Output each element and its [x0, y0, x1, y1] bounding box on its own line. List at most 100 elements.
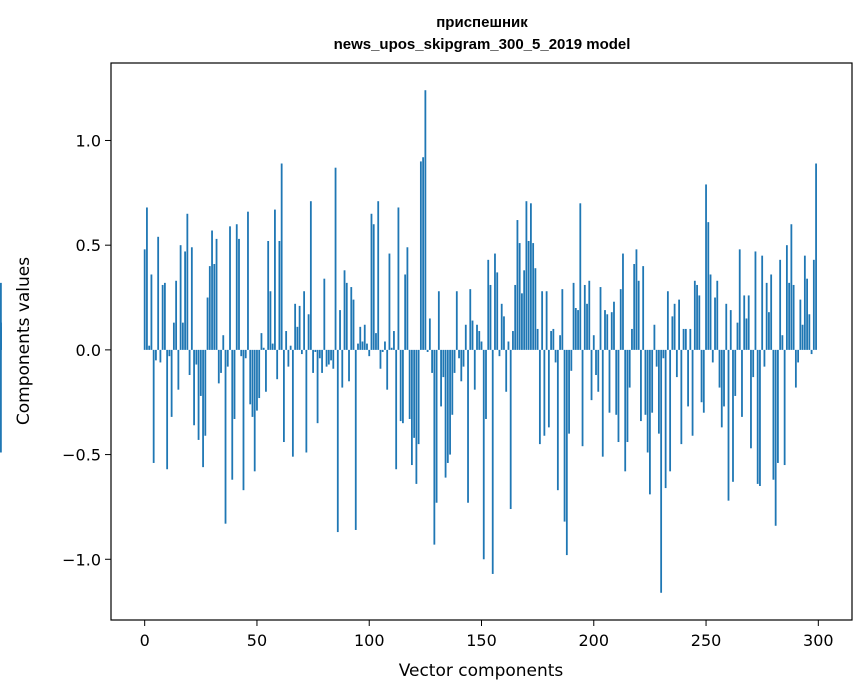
bar-120 [413, 349, 416, 438]
bar-63 [285, 331, 288, 350]
bar-69 [298, 305, 301, 350]
bar-298 [812, 259, 815, 350]
bar-94 [354, 349, 357, 530]
bar-265 [738, 249, 741, 350]
bar-145 [469, 289, 472, 350]
bar-121 [415, 349, 418, 484]
bar-153 [487, 259, 490, 350]
bar-146 [471, 320, 474, 350]
bar-280 [772, 349, 775, 480]
bar-undefined [0, 282, 2, 350]
bar-47 [249, 349, 252, 405]
bar-122 [417, 349, 420, 445]
bar-71 [303, 291, 306, 350]
bar-288 [790, 224, 793, 350]
bar-217 [631, 328, 633, 350]
bar-55 [267, 240, 270, 350]
bar-269 [747, 295, 750, 350]
bar-series [0, 90, 817, 593]
bar-152 [485, 349, 487, 419]
bar-93 [352, 299, 355, 350]
bar-296 [808, 314, 811, 350]
bar-158 [498, 349, 501, 357]
bar-41 [235, 224, 238, 350]
bar-174 [534, 268, 537, 350]
bar-207 [608, 349, 611, 413]
bar-undefined [0, 322, 2, 350]
bar-44 [242, 349, 245, 491]
bar-160 [503, 316, 505, 350]
bar-258 [723, 349, 725, 407]
bar-223 [644, 349, 647, 415]
bar-35 [222, 335, 225, 350]
bar-7 [159, 349, 162, 363]
bar-250 [705, 184, 707, 350]
bar-247 [698, 295, 701, 350]
bar-215 [626, 349, 629, 443]
bar-14 [175, 280, 178, 350]
bar-178 [543, 349, 546, 436]
bar-277 [765, 282, 768, 350]
bar-256 [718, 349, 721, 388]
bar-222 [642, 266, 645, 350]
bar-209 [613, 301, 615, 350]
y-tick-label: 1.0 [76, 131, 101, 150]
bar-156 [494, 253, 496, 350]
bar-259 [725, 303, 728, 350]
bar-10 [166, 349, 169, 470]
bar-140 [458, 349, 460, 359]
y-tick-label: −1.0 [62, 550, 101, 569]
bar-96 [359, 326, 362, 350]
bar-56 [269, 291, 272, 350]
bar-98 [363, 324, 366, 350]
bar-159 [500, 303, 503, 350]
bar-95 [357, 343, 359, 350]
bar-131 [437, 291, 440, 350]
bar-262 [732, 349, 734, 482]
bar-39 [231, 349, 234, 480]
bar-91 [348, 349, 350, 382]
bar-30 [211, 230, 213, 350]
bar-284 [781, 335, 784, 350]
bar-59 [276, 349, 279, 380]
bar-204 [601, 349, 604, 457]
bar-110 [390, 347, 393, 350]
bar-48 [251, 349, 254, 417]
x-tick-label: 0 [140, 631, 150, 650]
bar-173 [532, 243, 535, 350]
bar-211 [617, 349, 620, 443]
bar-195 [581, 349, 584, 447]
bar-113 [397, 207, 400, 350]
bar-199 [590, 349, 593, 401]
bar-230 [660, 349, 663, 593]
bar-147 [473, 349, 476, 390]
bar-194 [579, 203, 582, 350]
bar-233 [666, 291, 669, 350]
bar-242 [687, 349, 689, 407]
bar-291 [797, 349, 800, 363]
bar-119 [410, 349, 413, 466]
plot-frame [110, 62, 853, 621]
bar-31 [213, 264, 216, 350]
bar-118 [408, 349, 411, 419]
bar-299 [815, 163, 817, 350]
bar-132 [440, 349, 442, 407]
bar-49 [253, 349, 256, 472]
bar-3 [150, 274, 153, 350]
bar-12 [170, 349, 173, 417]
bar-176 [538, 349, 541, 445]
bar-255 [716, 280, 719, 350]
bar-103 [375, 333, 377, 350]
bar-191 [572, 282, 575, 350]
bar-74 [309, 201, 312, 350]
bar-115 [402, 349, 404, 424]
bar-66 [291, 349, 294, 457]
bar-28 [206, 297, 209, 350]
bar-54 [265, 349, 267, 392]
bar-129 [433, 349, 436, 545]
bar-228 [655, 349, 658, 367]
bar-undefined [0, 349, 2, 453]
bar-92 [350, 287, 353, 350]
bar-62 [283, 349, 285, 443]
